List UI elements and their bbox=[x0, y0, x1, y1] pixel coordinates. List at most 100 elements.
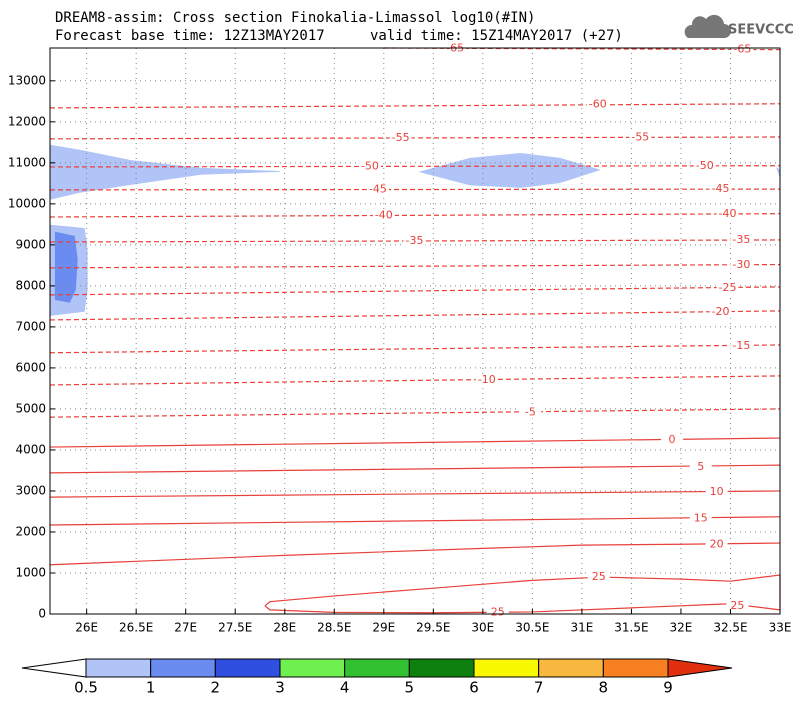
contour-label: -35 bbox=[406, 234, 424, 247]
contour-line bbox=[49, 437, 781, 448]
chart-title: DREAM8-assim: Cross section Finokalia-Li… bbox=[55, 10, 535, 26]
colorbar: 0.5 1 2 3 4 5 6 7 8 9 bbox=[21, 658, 733, 697]
shaded-region bbox=[50, 144, 280, 200]
contour-line bbox=[49, 464, 781, 474]
contour-line bbox=[264, 574, 781, 614]
contour-label-bg bbox=[629, 131, 652, 144]
y-tick-label: 6000 bbox=[15, 360, 46, 374]
contour-label-bg bbox=[726, 599, 749, 612]
contour-line bbox=[49, 408, 781, 418]
contour-label-bg bbox=[587, 571, 610, 584]
x-tick-label: 30.5E bbox=[515, 621, 549, 635]
contour-line bbox=[49, 165, 781, 168]
contour-label-bg bbox=[709, 183, 732, 196]
contour-label: -45 bbox=[369, 183, 387, 196]
y-tick-label: 5000 bbox=[15, 401, 46, 415]
y-tick-label: 2000 bbox=[15, 524, 46, 538]
y-tick-label: 8000 bbox=[15, 278, 46, 292]
contour-label: -10 bbox=[478, 373, 496, 386]
contour-label: -20 bbox=[712, 305, 730, 318]
contour-label-bg bbox=[486, 606, 509, 619]
contour-label-bg bbox=[730, 234, 753, 247]
contour-label-bg bbox=[519, 406, 542, 419]
contour-label: -15 bbox=[732, 339, 750, 352]
contour-label-bg bbox=[709, 306, 732, 319]
contour-label-bg bbox=[693, 159, 716, 172]
contour-label-bg bbox=[730, 339, 753, 352]
colorbar-label: 9 bbox=[663, 679, 673, 697]
colorbar-box bbox=[473, 658, 540, 678]
shaded-region bbox=[418, 152, 601, 188]
x-tick-label: 29.5E bbox=[416, 621, 450, 635]
y-tick-label: 11000 bbox=[8, 155, 46, 169]
x-tick-label: 31E bbox=[570, 621, 593, 635]
colorbar-box bbox=[150, 658, 216, 678]
contour-label: -55 bbox=[631, 130, 649, 143]
contour-label-bg bbox=[389, 131, 412, 144]
contour-label-bg bbox=[358, 160, 381, 173]
colorbar-label: 5 bbox=[405, 679, 415, 697]
colorbar-box bbox=[344, 658, 410, 678]
contour-label: -30 bbox=[732, 258, 750, 271]
contour-line bbox=[49, 286, 781, 296]
contour-label-bg bbox=[475, 374, 498, 387]
contour-label-bg bbox=[716, 281, 739, 294]
colorbar-label: 6 bbox=[469, 679, 479, 697]
x-tick-label: 32E bbox=[670, 621, 693, 635]
x-tick-label: 28E bbox=[273, 621, 296, 635]
plot-area: -65 -65-60-55 -55-50 -50-45 -45-40 -40-35 -35-… bbox=[49, 41, 781, 619]
colorbar-under bbox=[21, 658, 87, 678]
x-tick-label: 28.5E bbox=[317, 621, 351, 635]
colorbar-label: 7 bbox=[534, 679, 544, 697]
contour-line bbox=[49, 239, 781, 243]
y-tick-label: 10000 bbox=[8, 196, 46, 210]
contour-label-bg bbox=[689, 460, 712, 473]
colorbar-box bbox=[85, 658, 152, 678]
contour-label: -50 bbox=[361, 160, 379, 173]
contour-label: -50 bbox=[696, 159, 714, 172]
y-tick-label: 12000 bbox=[8, 114, 46, 128]
colorbar-box bbox=[538, 658, 604, 678]
colorbar-label: 3 bbox=[275, 679, 285, 697]
contour-label-bg bbox=[586, 98, 609, 111]
colorbar-box bbox=[214, 658, 281, 678]
x-tick-label: 26E bbox=[75, 621, 98, 635]
contour-label: 0 bbox=[669, 433, 676, 446]
x-tick-label: 32.5E bbox=[713, 621, 747, 635]
x-tick-label: 26.5E bbox=[119, 621, 153, 635]
logo: SEEVCCC bbox=[684, 14, 794, 39]
contour-label: 25 bbox=[491, 605, 505, 618]
valid-time: valid time: 15Z14MAY2017 (+27) bbox=[370, 28, 623, 44]
contour-label-bg bbox=[731, 43, 754, 56]
contour-line bbox=[49, 188, 781, 191]
y-tick-label: 3000 bbox=[15, 483, 46, 497]
contour-label-bg bbox=[716, 208, 739, 221]
contour-label: 15 bbox=[694, 511, 708, 524]
contour-line bbox=[49, 213, 781, 218]
logo-text: SEEVCCC bbox=[728, 23, 794, 38]
y-tick-label: 9000 bbox=[15, 237, 46, 251]
x-tick-label: 27.5E bbox=[218, 621, 252, 635]
y-tick-label: 0 bbox=[38, 607, 46, 621]
y-tick-label: 4000 bbox=[15, 442, 46, 456]
contour-label: -35 bbox=[732, 233, 750, 246]
contour-line bbox=[49, 375, 781, 386]
contour-label-bg bbox=[661, 434, 684, 447]
contour-line bbox=[49, 344, 781, 354]
contour-label-bg bbox=[403, 235, 426, 248]
contour-label: -25 bbox=[719, 281, 737, 294]
x-tick-label: 29E bbox=[372, 621, 395, 635]
contour-label-bg bbox=[705, 538, 728, 551]
contour-line bbox=[49, 136, 781, 140]
contour-label: 25 bbox=[730, 599, 744, 612]
contour-line bbox=[49, 542, 781, 566]
contour-label-bg bbox=[730, 258, 753, 271]
contour-label: 10 bbox=[710, 485, 724, 498]
contour-label-bg bbox=[705, 486, 728, 499]
y-tick-label: 13000 bbox=[8, 73, 46, 87]
colorbar-label: 0.5 bbox=[74, 679, 98, 697]
colorbar-box bbox=[408, 658, 475, 678]
x-tick-label: 33E bbox=[769, 621, 792, 635]
plot-frame bbox=[49, 47, 781, 615]
